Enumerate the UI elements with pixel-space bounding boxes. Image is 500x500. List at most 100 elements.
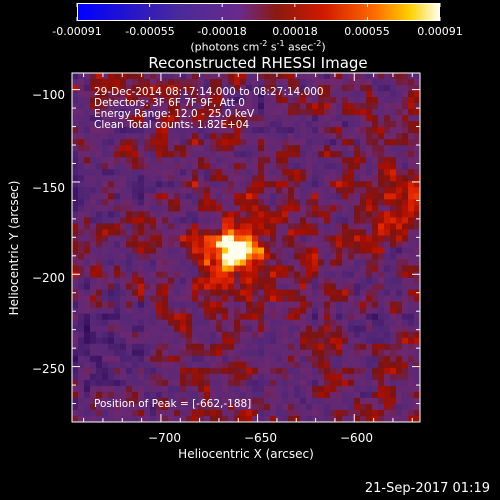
heatmap-cell (96, 151, 103, 158)
heatmap-cell (138, 313, 145, 321)
heatmap-cell (192, 169, 199, 176)
heatmap-cell (90, 205, 97, 212)
heatmap-cell (150, 325, 157, 333)
heatmap-cell (282, 379, 289, 387)
heatmap-cell (324, 337, 331, 345)
heatmap-cell (150, 319, 157, 327)
heatmap-cell (102, 361, 109, 369)
heatmap-cell (396, 397, 403, 405)
heatmap-cell (168, 85, 175, 92)
heatmap-cell (90, 97, 97, 104)
heatmap-cell (246, 85, 253, 92)
heatmap-cell (312, 295, 319, 303)
heatmap-cell (126, 97, 133, 104)
heatmap-cell (120, 349, 127, 357)
heatmap-cell (72, 295, 79, 303)
heatmap-cell (126, 163, 133, 170)
heatmap-cell (204, 109, 211, 116)
heatmap-cell (228, 223, 235, 231)
heatmap-cell (228, 229, 235, 237)
heatmap-cell (252, 205, 259, 212)
heatmap-cell (174, 169, 181, 176)
heatmap-cell (204, 271, 211, 279)
heatmap-cell (324, 415, 331, 422)
heatmap-cell (384, 337, 391, 345)
heatmap-cell (186, 337, 193, 345)
heatmap-cell (360, 367, 367, 375)
heatmap-cell (282, 193, 289, 200)
heatmap-cell (312, 331, 319, 339)
heatmap-cell (408, 133, 415, 140)
heatmap-cell (336, 175, 343, 182)
heatmap-cell (138, 181, 145, 188)
heatmap-cell (282, 79, 289, 86)
heatmap-cell (234, 385, 241, 393)
heatmap-cell (198, 283, 205, 291)
heatmap-cell (114, 115, 121, 122)
heatmap-cell (216, 355, 223, 363)
heatmap-cell (306, 415, 313, 422)
heatmap-cell (390, 355, 397, 363)
heatmap-cell (402, 259, 409, 267)
heatmap-cell (318, 397, 325, 405)
heatmap-cell (276, 409, 283, 417)
heatmap-cell (258, 391, 265, 399)
heatmap-cell (102, 397, 109, 405)
heatmap-cell (228, 283, 235, 291)
heatmap-cell (402, 403, 409, 411)
heatmap-cell (96, 379, 103, 387)
heatmap-cell (396, 337, 403, 345)
heatmap-cell (264, 277, 271, 285)
heatmap-cell (324, 241, 331, 249)
heatmap-cell (72, 319, 79, 327)
heatmap-cell (288, 337, 295, 345)
heatmap-cell (282, 127, 289, 134)
heatmap-cell (264, 211, 271, 219)
heatmap-cell (300, 85, 307, 92)
heatmap-cell (114, 397, 121, 405)
heatmap-cell (354, 73, 361, 80)
heatmap-cell (120, 79, 127, 86)
heatmap-cell (192, 109, 199, 116)
heatmap-cell (306, 79, 313, 86)
heatmap-cell (168, 139, 175, 146)
heatmap-cell (336, 343, 343, 351)
heatmap-cell (198, 229, 205, 237)
heatmap-cell (294, 391, 301, 399)
heatmap-cell (384, 145, 391, 152)
heatmap-cell (216, 223, 223, 231)
heatmap-cell (324, 313, 331, 321)
heatmap-cell (342, 169, 349, 176)
heatmap-cell (360, 121, 367, 128)
heatmap-cell (324, 235, 331, 243)
heatmap-cell (210, 247, 217, 255)
heatmap-cell (360, 289, 367, 297)
heatmap-cell (186, 367, 193, 375)
heatmap-cell (342, 295, 349, 303)
heatmap-cell (162, 325, 169, 333)
heatmap-cell (204, 331, 211, 339)
heatmap-cell (168, 109, 175, 116)
heatmap-cell (144, 361, 151, 369)
heatmap-cell (312, 235, 319, 243)
heatmap-cell (198, 355, 205, 363)
heatmap-cell (366, 289, 373, 297)
heatmap-cell (198, 241, 205, 249)
heatmap-cell (378, 91, 385, 98)
heatmap-cell (102, 199, 109, 206)
heatmap-cell (264, 193, 271, 200)
heatmap-cell (222, 223, 229, 231)
heatmap-cell (366, 241, 373, 249)
heatmap-cell (78, 397, 85, 405)
heatmap-cell (378, 109, 385, 116)
heatmap-cell (192, 325, 199, 333)
heatmap-cell (348, 337, 355, 345)
heatmap-cell (408, 397, 415, 405)
heatmap-cell (252, 247, 259, 255)
heatmap-cell (282, 187, 289, 194)
heatmap-cell (150, 379, 157, 387)
heatmap-cell (168, 73, 175, 80)
heatmap-cell (348, 181, 355, 188)
heatmap-cell (210, 253, 217, 261)
heatmap-cell (330, 355, 337, 363)
